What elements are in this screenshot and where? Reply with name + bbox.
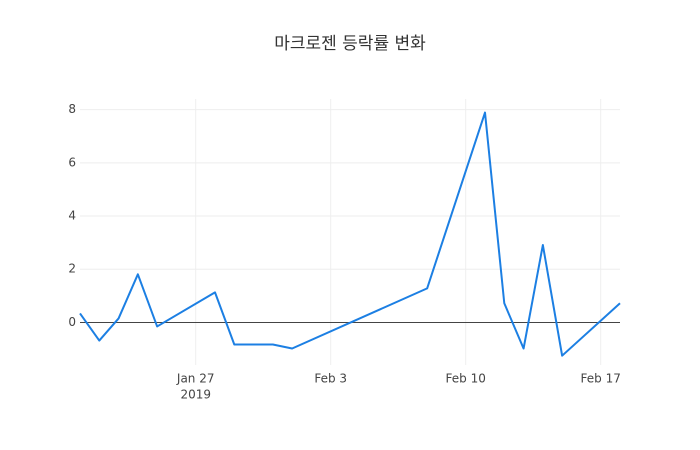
y-tick-label: 6 [68, 155, 76, 169]
x-year-label: 2019 [180, 388, 211, 402]
x-tick-label: Feb 3 [314, 372, 347, 386]
chart-title: 마크로젠 등락률 변화 [274, 34, 426, 54]
y-tick-label: 0 [68, 315, 76, 329]
x-tick-label: Jan 27 [176, 372, 215, 386]
y-tick-label: 4 [68, 209, 76, 223]
x-tick-label: Feb 10 [446, 372, 486, 386]
y-tick-label: 8 [68, 102, 76, 116]
x-tick-label: Feb 17 [581, 372, 621, 386]
series-line [79, 111, 621, 357]
y-tick-label: 2 [68, 262, 76, 276]
